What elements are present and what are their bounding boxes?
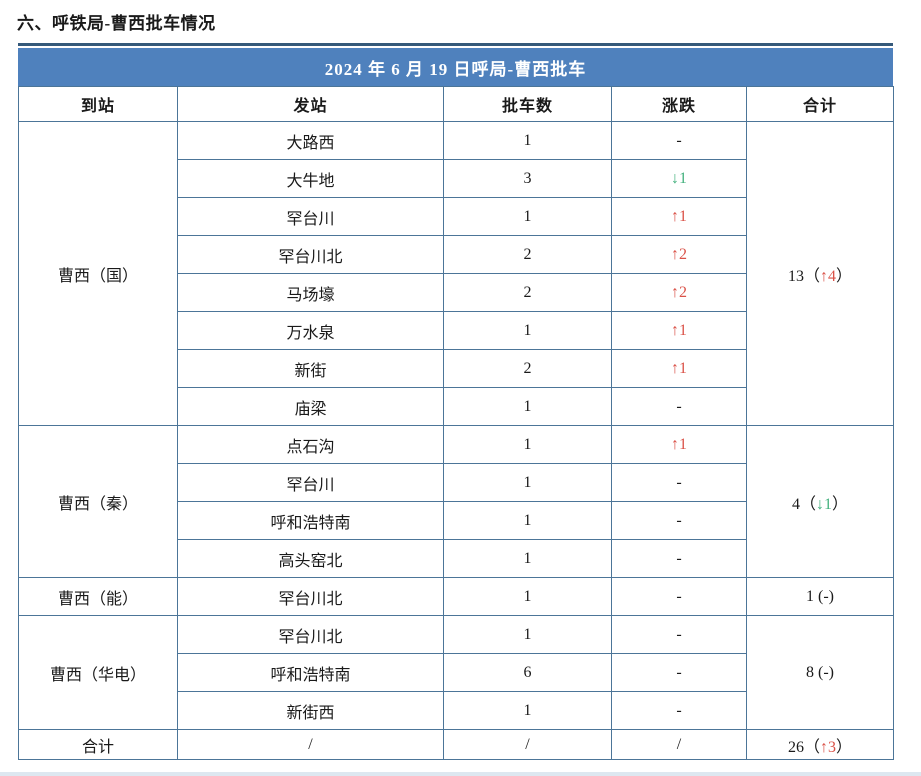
- title-divider-rule: [18, 43, 893, 46]
- station-cell: 新街西: [177, 691, 444, 730]
- page-title: 六、呼铁局-曹西批车情况: [17, 14, 216, 33]
- station-cell: 呼和浩特南: [177, 653, 444, 692]
- change-cell: -: [611, 653, 747, 692]
- table-area: 2024 年 6 月 19 日呼局-曹西批车 到站 发站 批车数 涨跌 合计: [18, 43, 894, 760]
- station-cell: 罕台川北: [177, 235, 444, 274]
- count-cell: 2: [443, 273, 612, 312]
- station-cell: 马场壕: [177, 273, 444, 312]
- station-cell: 呼和浩特南: [177, 501, 444, 540]
- total-text: 8 (-): [806, 663, 834, 681]
- total-text: ）: [832, 495, 849, 513]
- grand-total-origin: /: [177, 729, 444, 760]
- station-cell: 大牛地: [177, 159, 444, 198]
- count-cell: 1: [443, 387, 612, 426]
- count-cell: 1: [443, 577, 612, 616]
- count-cell: 6: [443, 653, 612, 692]
- table-row: 曹西（国） 大路西 1 - 13（↑4）: [18, 121, 894, 426]
- station-cell: 新街: [177, 349, 444, 388]
- total-change: ↑3: [820, 738, 836, 756]
- group-total-cell: 13（↑4）: [746, 121, 894, 426]
- table-row: 曹西（华电） 罕台川北 1 - 8 (-): [18, 615, 894, 730]
- grand-total-change: /: [611, 729, 747, 760]
- station-cell: 点石沟: [177, 425, 444, 464]
- grand-total-row: 合计 / / / 26（↑3）: [18, 729, 894, 760]
- table-row: 万水泉 1 ↑1: [19, 311, 894, 350]
- grand-total-label: 合计: [18, 729, 178, 760]
- change-cell: ↓1: [611, 159, 747, 198]
- change-cell: ↑1: [611, 197, 747, 236]
- batch-car-table: 到站 发站 批车数 涨跌 合计 曹西（国） 大路西 1 - 13（↑4） 大牛地: [18, 86, 894, 760]
- change-cell: -: [611, 539, 747, 578]
- change-cell: ↑2: [611, 235, 747, 274]
- window-bottom-edge: [0, 772, 921, 776]
- change-cell: ↑1: [611, 349, 747, 388]
- count-cell: 1: [443, 539, 612, 578]
- station-cell: 罕台川北: [177, 577, 444, 616]
- col-header-origin: 发站: [177, 86, 444, 122]
- arrival-cell: 曹西（国）: [18, 121, 178, 426]
- table-row: 大牛地 3 ↓1: [19, 159, 894, 198]
- group-total-cell: 1 (-): [746, 577, 894, 616]
- count-cell: 2: [443, 235, 612, 274]
- change-cell: -: [611, 691, 747, 730]
- change-cell: ↑1: [611, 425, 747, 464]
- grand-total-count: /: [443, 729, 612, 760]
- col-header-total: 合计: [746, 86, 894, 122]
- change-cell: -: [611, 121, 747, 160]
- change-cell: ↑2: [611, 273, 747, 312]
- station-cell: 万水泉: [177, 311, 444, 350]
- arrival-cell: 曹西（华电）: [18, 615, 178, 730]
- arrival-cell: 曹西（能）: [18, 577, 178, 616]
- change-cell: -: [611, 577, 747, 616]
- count-cell: 1: [443, 121, 612, 160]
- total-change: ↑4: [820, 267, 836, 285]
- change-cell: ↑1: [611, 311, 747, 350]
- change-cell: -: [611, 463, 747, 502]
- total-text: ）: [836, 738, 853, 756]
- col-header-count: 批车数: [443, 86, 612, 122]
- group-total-cell: 8 (-): [746, 615, 894, 730]
- change-cell: -: [611, 387, 747, 426]
- station-cell: 庙梁: [177, 387, 444, 426]
- table-row: 马场壕 2 ↑2: [19, 273, 894, 312]
- table-banner: 2024 年 6 月 19 日呼局-曹西批车: [18, 48, 893, 86]
- count-cell: 1: [443, 425, 612, 464]
- count-cell: 1: [443, 311, 612, 350]
- total-text: 4（: [791, 495, 816, 513]
- station-cell: 罕台川: [177, 197, 444, 236]
- col-header-change: 涨跌: [611, 86, 747, 122]
- table-row: 曹西（秦） 点石沟 1 ↑1 4（↓1）: [18, 425, 894, 578]
- table-row: 曹西（能） 罕台川北 1 - 1 (-): [18, 577, 894, 616]
- station-cell: 罕台川北: [177, 615, 444, 654]
- station-cell: 高头窑北: [177, 539, 444, 578]
- col-header-arrival: 到站: [18, 86, 178, 122]
- count-cell: 1: [443, 615, 612, 654]
- total-text: ）: [836, 267, 853, 285]
- count-cell: 1: [443, 197, 612, 236]
- total-text: 1 (-): [806, 587, 834, 605]
- count-cell: 1: [443, 691, 612, 730]
- arrival-cell: 曹西（秦）: [18, 425, 178, 578]
- table-row: 罕台川 1 -: [19, 463, 894, 502]
- grand-total-cell: 26（↑3）: [746, 729, 894, 760]
- station-cell: 罕台川: [177, 463, 444, 502]
- count-cell: 2: [443, 349, 612, 388]
- change-cell: -: [611, 501, 747, 540]
- total-change: ↓1: [816, 495, 832, 513]
- total-text: 13（: [787, 267, 820, 285]
- count-cell: 1: [443, 463, 612, 502]
- table-row: 庙梁 1 -: [19, 387, 894, 426]
- group-total-cell: 4（↓1）: [746, 425, 894, 578]
- station-cell: 大路西: [177, 121, 444, 160]
- header-row: 到站 发站 批车数 涨跌 合计: [18, 86, 894, 122]
- count-cell: 1: [443, 501, 612, 540]
- table-row: 呼和浩特南 6 -: [19, 653, 894, 692]
- change-cell: -: [611, 615, 747, 654]
- total-text: 26（: [787, 738, 820, 756]
- count-cell: 3: [443, 159, 612, 198]
- table-row: 高头窑北 1 -: [19, 539, 894, 578]
